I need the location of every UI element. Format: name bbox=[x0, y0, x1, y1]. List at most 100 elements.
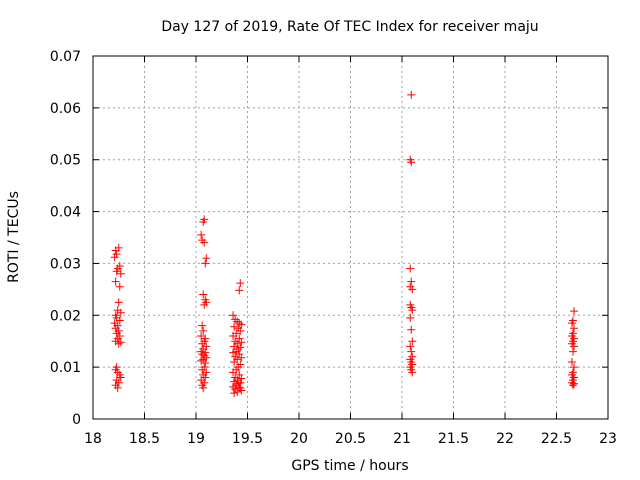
data-point bbox=[570, 379, 579, 388]
data-point bbox=[114, 378, 123, 387]
data-point bbox=[234, 379, 243, 388]
data-point bbox=[199, 290, 208, 299]
y-tick-label: 0.01 bbox=[50, 360, 81, 376]
data-point bbox=[237, 338, 246, 347]
y-tick-label: 0 bbox=[72, 412, 81, 428]
data-point bbox=[230, 377, 239, 386]
data-point bbox=[116, 269, 125, 278]
data-point bbox=[202, 254, 211, 263]
data-point bbox=[407, 277, 416, 286]
data-point bbox=[235, 370, 244, 379]
data-point bbox=[235, 319, 244, 328]
data-point bbox=[201, 259, 210, 268]
x-tick-label: 18 bbox=[84, 431, 102, 447]
data-point bbox=[236, 326, 245, 335]
data-point bbox=[230, 389, 239, 398]
data-point bbox=[199, 326, 208, 335]
data-points bbox=[110, 90, 579, 398]
data-point bbox=[406, 342, 415, 351]
data-point bbox=[568, 381, 577, 390]
data-point bbox=[570, 363, 579, 372]
data-point bbox=[230, 342, 239, 351]
y-tick-label: 0.07 bbox=[50, 49, 81, 65]
data-point bbox=[116, 338, 125, 347]
data-point bbox=[110, 253, 119, 262]
data-point bbox=[408, 285, 417, 294]
data-point bbox=[198, 321, 207, 330]
data-point bbox=[201, 373, 210, 382]
data-point bbox=[229, 311, 238, 320]
data-point bbox=[200, 351, 209, 360]
data-point bbox=[229, 382, 238, 391]
data-point bbox=[114, 243, 123, 252]
data-point bbox=[199, 355, 208, 364]
data-point bbox=[115, 282, 124, 291]
data-point bbox=[235, 334, 244, 343]
data-point bbox=[230, 322, 239, 331]
data-point bbox=[198, 339, 207, 348]
data-point bbox=[237, 353, 246, 362]
data-point bbox=[567, 357, 576, 366]
x-tick-label: 22 bbox=[496, 431, 514, 447]
data-point bbox=[114, 298, 123, 307]
data-point bbox=[197, 230, 206, 239]
y-tick-label: 0.06 bbox=[50, 101, 81, 117]
data-point bbox=[114, 339, 123, 348]
y-tick-label: 0.02 bbox=[50, 308, 81, 324]
data-point bbox=[570, 307, 579, 316]
data-point bbox=[200, 300, 209, 309]
x-tick-label: 20.5 bbox=[335, 431, 366, 447]
data-point bbox=[199, 383, 208, 392]
data-point bbox=[115, 316, 124, 325]
data-point bbox=[567, 319, 576, 328]
data-point bbox=[235, 350, 244, 359]
data-point bbox=[116, 308, 125, 317]
data-point bbox=[197, 356, 206, 365]
data-point bbox=[407, 325, 416, 334]
data-point bbox=[236, 279, 245, 288]
data-point bbox=[229, 332, 238, 341]
data-point bbox=[231, 315, 240, 324]
y-tick-label: 0.03 bbox=[50, 256, 81, 272]
axis-ticks bbox=[92, 55, 609, 420]
data-point bbox=[406, 313, 415, 322]
data-point bbox=[408, 337, 417, 346]
data-point bbox=[407, 158, 416, 167]
data-point bbox=[229, 368, 238, 377]
y-axis-label: ROTI / TECUs bbox=[6, 191, 22, 283]
data-point bbox=[408, 306, 417, 315]
data-point bbox=[236, 343, 245, 352]
x-tick-label: 19.5 bbox=[232, 431, 263, 447]
grid-lines bbox=[93, 56, 608, 419]
data-point bbox=[233, 317, 242, 326]
x-tick-label: 19 bbox=[187, 431, 205, 447]
chart-title: Day 127 of 2019, Rate Of TEC Index for r… bbox=[161, 19, 538, 35]
data-point bbox=[568, 347, 577, 356]
x-tick-label: 21 bbox=[393, 431, 411, 447]
data-point bbox=[237, 374, 246, 383]
x-tick-label: 22.5 bbox=[541, 431, 572, 447]
y-axis-tick-labels: 0 0.01 0.02 0.03 0.04 0.05 0.06 0.07 bbox=[50, 49, 81, 428]
x-tick-label: 23 bbox=[599, 431, 617, 447]
data-point bbox=[570, 324, 579, 333]
data-point bbox=[198, 365, 207, 374]
data-point bbox=[112, 267, 121, 276]
data-point bbox=[115, 262, 124, 271]
data-point bbox=[236, 383, 245, 392]
data-point bbox=[197, 332, 206, 341]
data-point bbox=[235, 286, 244, 295]
y-tick-label: 0.05 bbox=[50, 153, 81, 169]
data-point bbox=[407, 90, 416, 99]
y-tick-label: 0.04 bbox=[50, 205, 81, 221]
x-tick-label: 20 bbox=[290, 431, 308, 447]
data-point bbox=[408, 368, 417, 377]
x-axis-label: GPS time / hours bbox=[291, 458, 408, 474]
data-point bbox=[230, 357, 239, 366]
data-point bbox=[201, 358, 210, 367]
data-point bbox=[116, 373, 125, 382]
data-point bbox=[198, 350, 207, 359]
data-point bbox=[570, 342, 579, 351]
data-point bbox=[113, 383, 122, 392]
data-point bbox=[406, 264, 415, 273]
